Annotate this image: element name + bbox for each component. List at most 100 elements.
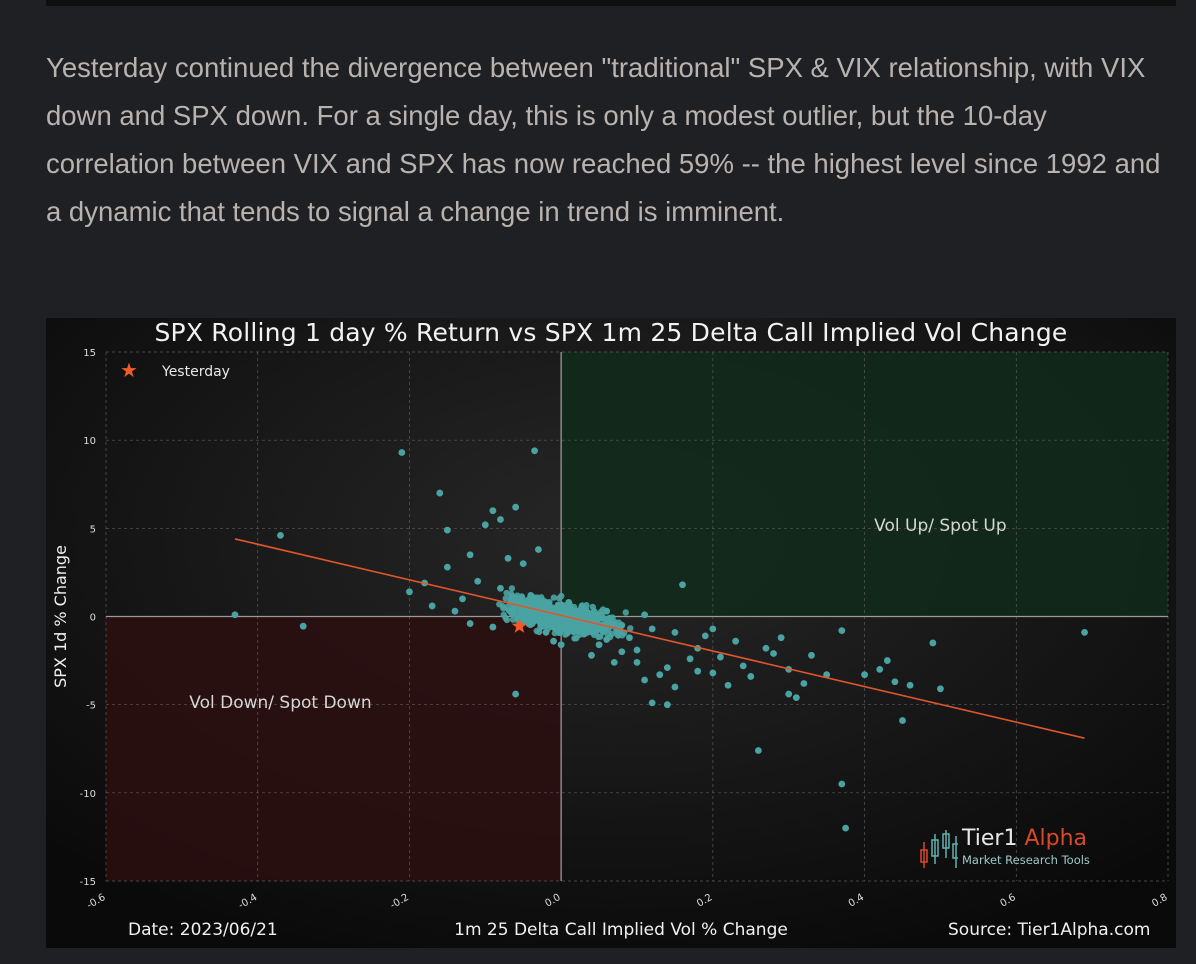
scatter-point [526, 600, 533, 607]
scatter-point [627, 625, 634, 632]
scatter-point [724, 681, 732, 689]
scatter-point [525, 607, 532, 615]
scatter-point [558, 592, 565, 600]
scatter-point [604, 619, 611, 626]
logo-tagline: Market Research Tools [962, 853, 1090, 867]
scatter-point [686, 655, 694, 663]
scatter-point [557, 641, 565, 649]
top-divider-bar [46, 0, 1176, 6]
candlestick-logo-icon [920, 830, 958, 868]
scatter-point [596, 633, 604, 640]
tier1alpha-logo: Tier1 Alpha Market Research Tools [918, 824, 1118, 874]
y-tick-label: -5 [86, 701, 96, 712]
scatter-point [512, 503, 520, 511]
scatter-point [507, 590, 515, 598]
scatter-point [883, 657, 891, 664]
chart-source: Source: Tier1Alpha.com [948, 920, 1151, 940]
scatter-point [551, 622, 558, 629]
scatter-point [595, 641, 603, 649]
scatter-point [532, 611, 539, 619]
x-axis-label: 1m 25 Delta Call Implied Vol % Change [454, 920, 788, 940]
scatter-point [580, 630, 588, 638]
scatter-point [489, 623, 497, 631]
scatter-point [618, 621, 626, 629]
scatter-point [502, 595, 509, 602]
scatter-point [656, 671, 664, 679]
scatter-point [531, 617, 539, 624]
scatter-point [503, 616, 511, 624]
scatter-point [534, 546, 542, 553]
y-tick-label: 5 [90, 524, 96, 535]
scatter-point [808, 651, 815, 659]
scatter-point [1081, 628, 1088, 636]
scatter-point [732, 637, 740, 645]
scatter-point [717, 653, 724, 661]
scatter-point [568, 608, 575, 615]
scatter-point [618, 648, 626, 656]
scatter-point [542, 628, 550, 636]
scatter-point [436, 489, 444, 497]
y-axis-label: SPX 1d % Change [51, 545, 70, 688]
scatter-point [838, 780, 846, 788]
scatter-point [590, 615, 597, 622]
scatter-point [679, 581, 686, 589]
yesterday-star-marker [511, 618, 527, 633]
scatter-point [428, 602, 436, 610]
scatter-point [906, 681, 914, 689]
scatter-point [398, 449, 406, 456]
scatter-point [709, 669, 717, 677]
scatter-point [762, 644, 770, 652]
chart-title: SPX Rolling 1 day % Return vs SPX 1m 25 … [154, 318, 1068, 347]
scatter-point [299, 622, 307, 630]
scatter-point [481, 521, 489, 529]
scatter-point [701, 632, 709, 640]
logo-wordmark: Tier1 Alpha [962, 826, 1087, 851]
scatter-point [582, 607, 590, 614]
scatter-point [466, 620, 474, 627]
scatter-point [603, 636, 611, 643]
scatter-point [563, 627, 570, 634]
scatter-point [554, 617, 561, 625]
scatter-point [671, 628, 679, 636]
star-icon: ★ [120, 358, 138, 382]
scatter-point [785, 690, 793, 698]
scatter-point [509, 616, 517, 623]
scatter-point [610, 658, 618, 666]
scatter-point [663, 701, 671, 709]
scatter-point [489, 507, 497, 515]
scatter-point [619, 632, 626, 639]
y-tick-label: 0 [90, 613, 96, 624]
y-tick-label: -10 [80, 789, 96, 800]
scatter-point [663, 664, 671, 672]
y-tick-label: -15 [80, 877, 96, 888]
scatter-point [531, 447, 538, 455]
scatter-point [876, 666, 884, 673]
scatter-point [451, 607, 459, 615]
logo-word-tier1: Tier1 [962, 826, 1018, 851]
scatter-point [531, 598, 538, 606]
post-paragraph: Yesterday continued the divergence betwe… [46, 52, 1161, 227]
scatter-point [648, 699, 656, 707]
chart-container: -0.6 -0.4 -0.2 0.0 0.2 0.4 0.6 0.8 15 10 5 0 -5 -10 -1… [46, 318, 1176, 948]
scatter-point [518, 595, 526, 602]
quadrant-vol-down-spot-down [106, 616, 562, 881]
scatter-point [557, 625, 565, 632]
scatter-point [792, 694, 800, 702]
scatter-point [588, 627, 595, 635]
scatter-point [800, 680, 808, 687]
scatter-point [277, 531, 284, 539]
scatter-point [580, 623, 588, 631]
y-tick-label: 15 [83, 348, 96, 359]
scatter-point [633, 646, 641, 654]
scatter-point [754, 747, 762, 754]
scatter-point [505, 606, 512, 614]
scatter-point [861, 671, 868, 679]
scatter-point [508, 585, 516, 592]
scatter-point [512, 690, 520, 698]
scatter-point [517, 606, 525, 613]
scatter-point [550, 637, 557, 645]
scatter-point [597, 625, 605, 633]
scatter-point [597, 608, 605, 616]
scatter-point [538, 594, 545, 601]
scatter-point [891, 678, 899, 686]
